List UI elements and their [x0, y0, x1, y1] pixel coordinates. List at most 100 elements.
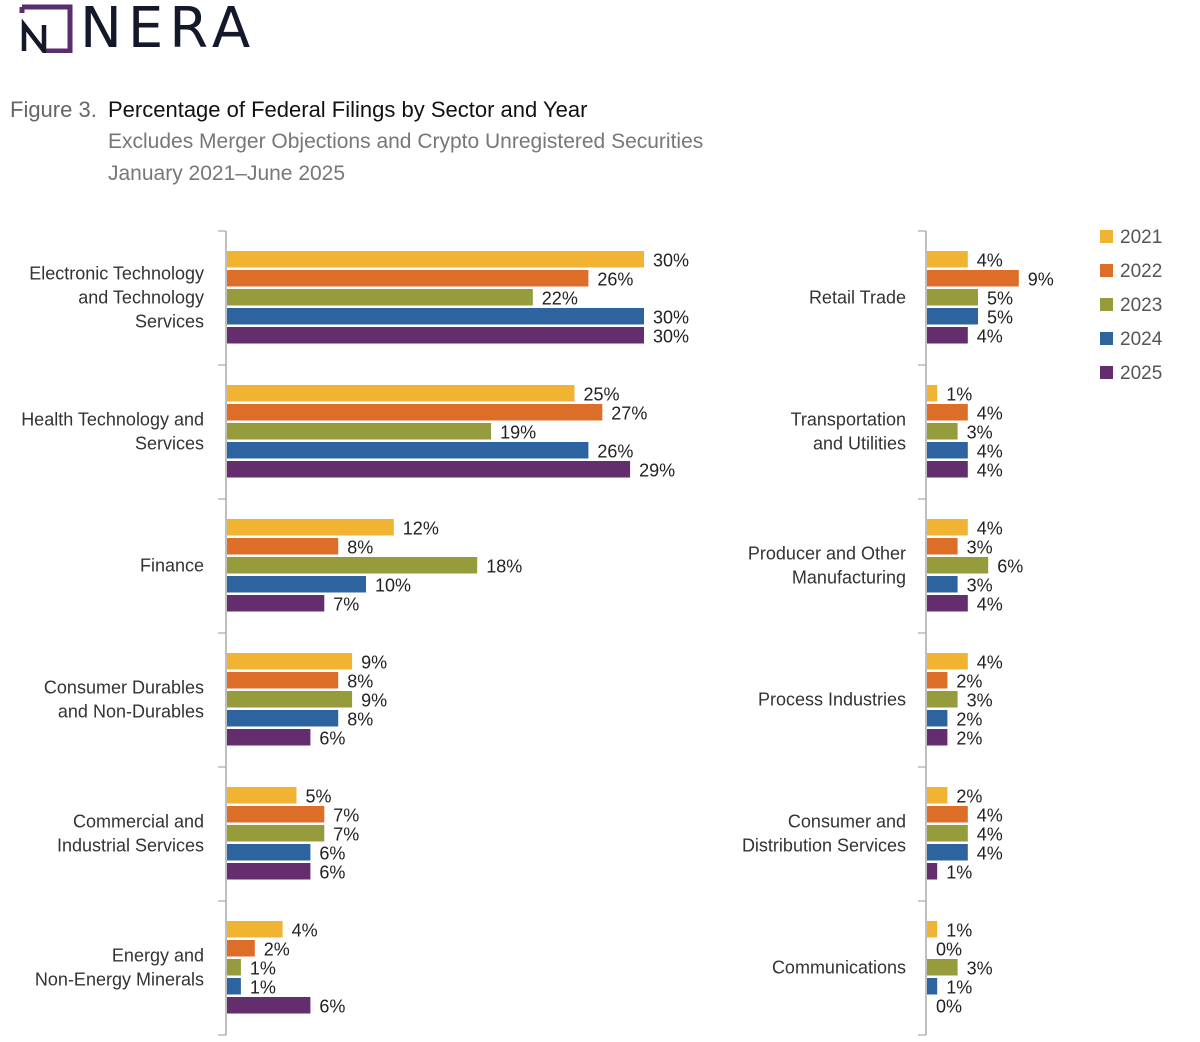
category-label: Electronic Technology	[29, 263, 204, 283]
bar-2022	[227, 404, 603, 421]
data-label: 8%	[347, 538, 373, 558]
category-label: and Utilities	[813, 433, 906, 453]
legend-swatch-2025	[1100, 366, 1113, 379]
bar-2022	[227, 806, 325, 823]
data-label: 6%	[319, 729, 345, 749]
data-label: 2%	[264, 940, 290, 960]
bar-2025	[227, 595, 325, 612]
data-label: 26%	[597, 270, 633, 290]
bar-2025	[927, 327, 968, 344]
category-label: Transportation	[791, 409, 906, 429]
data-label: 5%	[306, 787, 332, 807]
bar-2024	[927, 442, 968, 459]
data-label: 2%	[956, 787, 982, 807]
data-label: 1%	[250, 978, 276, 998]
data-label: 25%	[584, 385, 620, 405]
bar-2022	[927, 672, 948, 689]
category-label: Producer and Other	[748, 543, 906, 563]
data-label: 6%	[319, 863, 345, 883]
bar-2025	[927, 863, 938, 880]
data-label: 27%	[611, 404, 647, 424]
bar-2024	[927, 844, 968, 861]
bar-2023	[227, 557, 478, 574]
category-label: Retail Trade	[809, 287, 906, 307]
data-label: 18%	[486, 557, 522, 577]
data-label: 19%	[500, 423, 536, 443]
bar-2024	[927, 978, 938, 995]
data-label: 2%	[956, 672, 982, 692]
bar-2021	[927, 787, 948, 804]
legend-swatch-2022	[1100, 264, 1113, 277]
legend-label: 2024	[1120, 329, 1163, 350]
data-label: 3%	[967, 691, 993, 711]
bar-2023	[927, 959, 958, 976]
data-label: 9%	[1028, 270, 1054, 290]
data-label: 26%	[597, 442, 633, 462]
bar-2021	[927, 519, 968, 536]
bar-2023	[927, 691, 958, 708]
bar-2024	[227, 978, 241, 995]
category-label: Manufacturing	[792, 567, 906, 587]
bar-2021	[927, 385, 938, 402]
data-label: 4%	[977, 519, 1003, 539]
data-label: 9%	[361, 691, 387, 711]
category-label: Finance	[140, 555, 204, 575]
brand-name: NERA	[80, 0, 257, 61]
bar-2024	[227, 442, 589, 459]
bar-2024	[227, 308, 644, 325]
data-label: 9%	[361, 653, 387, 673]
data-label: 4%	[977, 442, 1003, 462]
bar-2023	[227, 825, 325, 842]
bar-2024	[227, 710, 339, 727]
bar-2025	[227, 997, 311, 1014]
category-label: Commercial and	[73, 811, 204, 831]
bar-2021	[227, 921, 283, 938]
bar-2022	[927, 270, 1019, 287]
data-label: 3%	[967, 538, 993, 558]
bar-2024	[227, 844, 311, 861]
bar-2021	[227, 787, 297, 804]
nera-logo-mark	[19, 4, 73, 53]
data-label: 29%	[639, 461, 675, 481]
bar-2021	[227, 519, 394, 536]
category-label: Services	[135, 311, 204, 331]
data-label: 6%	[997, 557, 1023, 577]
data-label: 4%	[977, 404, 1003, 424]
bar-2025	[227, 461, 631, 478]
category-label: Consumer and	[788, 811, 906, 831]
bar-2023	[227, 289, 533, 306]
figure-subtitle: Excludes Merger Objections and Crypto Un…	[108, 130, 704, 153]
data-label: 30%	[653, 251, 689, 271]
data-label: 6%	[319, 844, 345, 864]
legend-swatch-2021	[1100, 230, 1113, 243]
category-label: Industrial Services	[57, 835, 204, 855]
category-label: Services	[135, 433, 204, 453]
data-label: 1%	[946, 978, 972, 998]
bar-2024	[927, 710, 948, 727]
data-label: 30%	[653, 327, 689, 347]
bar-2024	[927, 576, 958, 593]
bar-2021	[227, 385, 575, 402]
data-label: 3%	[967, 423, 993, 443]
bar-2025	[227, 327, 644, 344]
category-label: Non-Energy Minerals	[35, 969, 204, 989]
category-label: and Technology	[78, 287, 204, 307]
data-label: 3%	[967, 576, 993, 596]
data-label: 5%	[987, 289, 1013, 309]
bar-2023	[927, 423, 958, 440]
bar-2025	[927, 595, 968, 612]
bar-2022	[927, 404, 968, 421]
bar-2025	[227, 863, 311, 880]
figure-number: Figure 3.	[10, 97, 97, 122]
bar-2022	[927, 806, 968, 823]
bar-2021	[927, 251, 968, 268]
legend-label: 2023	[1120, 295, 1162, 316]
data-label: 1%	[946, 385, 972, 405]
data-label: 3%	[967, 959, 993, 979]
bar-2023	[927, 825, 968, 842]
data-label: 4%	[977, 327, 1003, 347]
legend-label: 2021	[1120, 227, 1162, 248]
bar-2021	[227, 653, 353, 670]
data-label: 12%	[403, 519, 439, 539]
figure-title: Percentage of Federal Filings by Sector …	[108, 97, 588, 122]
